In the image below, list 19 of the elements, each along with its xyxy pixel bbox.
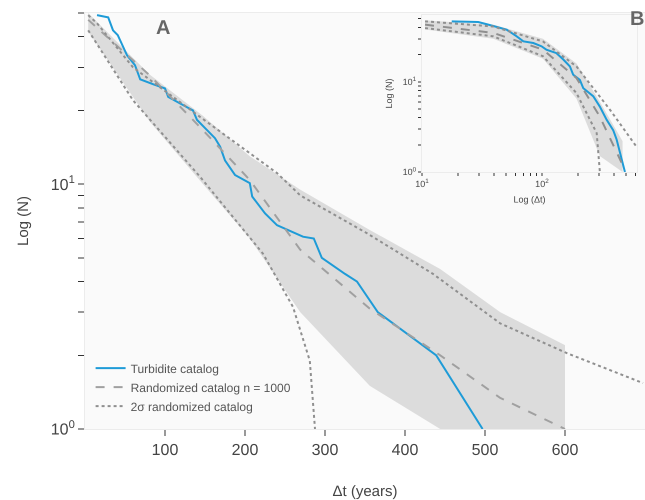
legend-label: Turbidite catalog [130, 362, 219, 376]
x-tick-label: 100 [152, 442, 178, 460]
annotation: A [156, 17, 170, 39]
line-series [96, 14, 484, 429]
x-tick-label: 400 [392, 442, 418, 460]
x-tick-label: 500 [472, 442, 498, 460]
x-tick-label: 300 [312, 442, 338, 460]
y-tick-label: 10$^{0}$ [402, 166, 417, 178]
y-axis-title: Log (N) [384, 78, 394, 109]
y-axis-title: Log (N) [15, 196, 32, 246]
x-tick-label: 600 [552, 442, 578, 460]
x-axis-title: Δt (years) [332, 483, 398, 500]
legend-label: 2σ randomized catalog [130, 400, 253, 414]
y-tick-label: 10$^{0}$ [50, 418, 75, 439]
x-tick-label: 10$^{2}$ [535, 178, 550, 189]
x-tick-label: 200 [232, 442, 258, 460]
x-axis-title: Log (Δt) [513, 194, 546, 205]
legend-label: Randomized catalog n = 1000 [130, 380, 291, 395]
annotation: B [630, 8, 644, 30]
